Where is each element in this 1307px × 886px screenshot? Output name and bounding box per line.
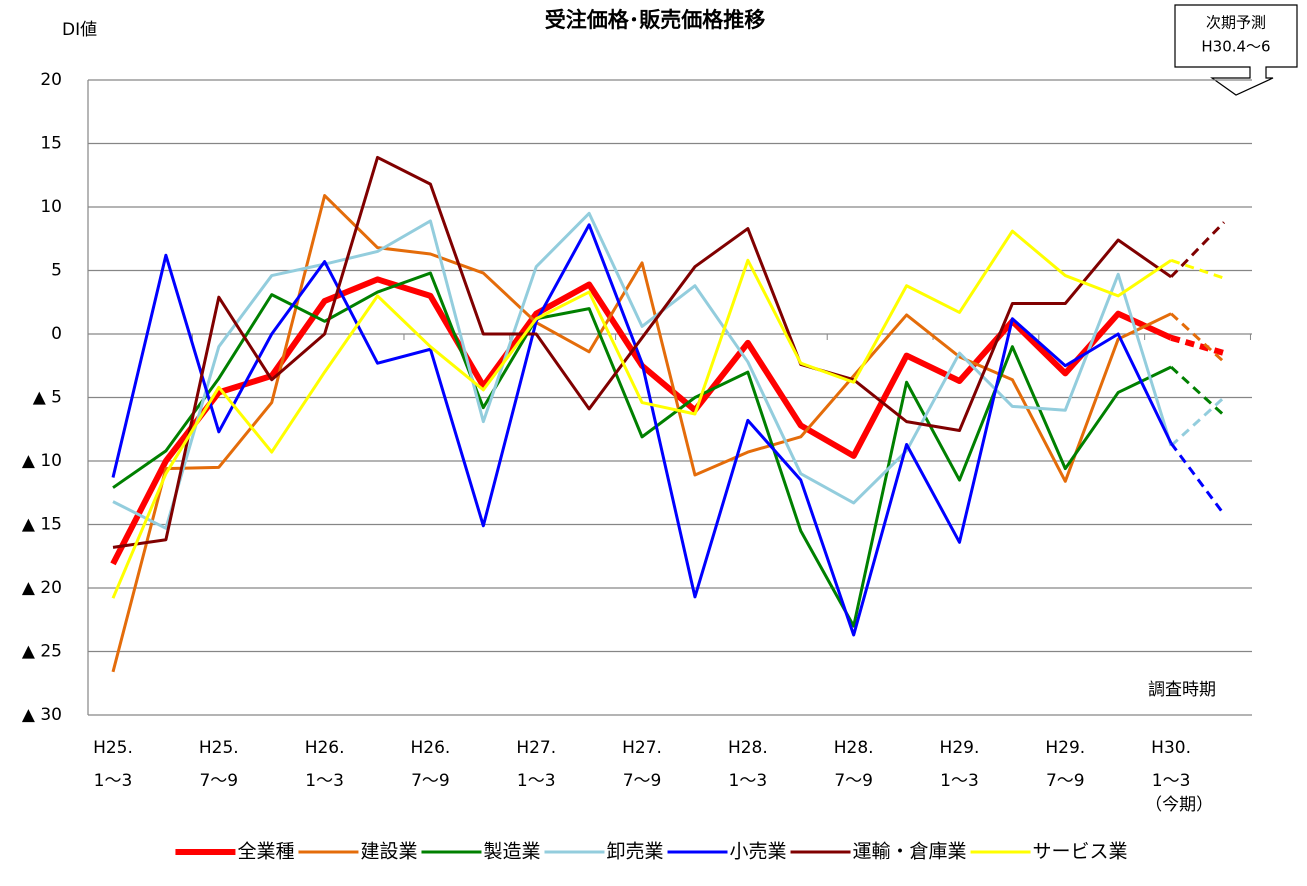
y-tick-label: ▲ 5 bbox=[33, 388, 62, 408]
x-tick-label: H27. bbox=[622, 738, 662, 758]
x-tick-label: H30. bbox=[1151, 738, 1191, 758]
forecast-line bbox=[1170, 365, 1226, 417]
forecast-line bbox=[1170, 221, 1226, 278]
x-tick-label: H25. bbox=[93, 738, 133, 758]
y-tick-label: ▲ 10 bbox=[22, 451, 62, 471]
legend-label: サービス業 bbox=[1033, 841, 1128, 863]
forecast-line bbox=[1169, 442, 1226, 516]
legend-label: 運輸・倉庫業 bbox=[853, 841, 967, 863]
x-tick-label: H29. bbox=[1045, 738, 1085, 758]
annotation: 次期予測 bbox=[1206, 14, 1266, 32]
forecast-line bbox=[1170, 334, 1225, 356]
y-axis-label: DI値 bbox=[62, 20, 97, 40]
x-tick-label: 7〜9 bbox=[199, 771, 238, 791]
legend-label: 卸売業 bbox=[606, 841, 663, 863]
x-tick-label: H26. bbox=[411, 738, 451, 758]
x-tick-label: 7〜9 bbox=[411, 771, 450, 791]
y-tick-label: ▲ 15 bbox=[22, 515, 62, 535]
annotation-box bbox=[1174, 4, 1298, 96]
x-tick-label: 1〜3 bbox=[1152, 771, 1191, 791]
x-tick-label: 1〜3 bbox=[517, 771, 556, 791]
x-tick-label: H28. bbox=[834, 738, 874, 758]
x-tick-label: H25. bbox=[199, 738, 239, 758]
y-tick-label: 15 bbox=[40, 134, 62, 154]
x-tick-label: H26. bbox=[305, 738, 345, 758]
series-line bbox=[111, 194, 1172, 673]
y-tick-label: 10 bbox=[40, 197, 62, 217]
chart-title: 受注価格･販売価格推移 bbox=[545, 8, 766, 32]
x-tick-label: H27. bbox=[516, 738, 556, 758]
y-tick-label: ▲ 20 bbox=[22, 578, 62, 598]
y-tick-label: ▲ 25 bbox=[22, 642, 62, 662]
series-line bbox=[111, 223, 1173, 637]
series-line bbox=[111, 229, 1172, 599]
y-tick-label: 0 bbox=[51, 324, 62, 344]
x-tick-label: 7〜9 bbox=[834, 771, 873, 791]
x-tick-label: 1〜3 bbox=[729, 771, 768, 791]
y-tick-label: 5 bbox=[51, 261, 62, 281]
x-tick-label: 1〜3 bbox=[305, 771, 344, 791]
x-tick-label: H28. bbox=[728, 738, 768, 758]
y-tick-label: 20 bbox=[40, 70, 62, 90]
x-tick-label: H29. bbox=[940, 738, 980, 758]
x-tick-label: 1〜3 bbox=[94, 771, 133, 791]
y-tick-label: ▲ 30 bbox=[22, 705, 62, 725]
forecast-line bbox=[1170, 312, 1226, 364]
annotation: H30.4〜6 bbox=[1201, 38, 1270, 56]
x-tick-label: 7〜9 bbox=[1046, 771, 1085, 791]
legend-label: 全業種 bbox=[237, 841, 294, 863]
x-axis-label: 調査時期 bbox=[1148, 680, 1216, 700]
x-tick-label: 1〜3 bbox=[940, 771, 979, 791]
legend-label: 製造業 bbox=[483, 841, 540, 863]
forecast-line bbox=[1170, 258, 1225, 280]
x-tick-label: 7〜9 bbox=[623, 771, 662, 791]
legend-label: 建設業 bbox=[360, 841, 417, 863]
series-line bbox=[112, 155, 1172, 549]
x-tick-label: （今期） bbox=[1145, 795, 1213, 815]
forecast-line bbox=[1170, 396, 1226, 447]
legend-label: 小売業 bbox=[730, 841, 787, 863]
